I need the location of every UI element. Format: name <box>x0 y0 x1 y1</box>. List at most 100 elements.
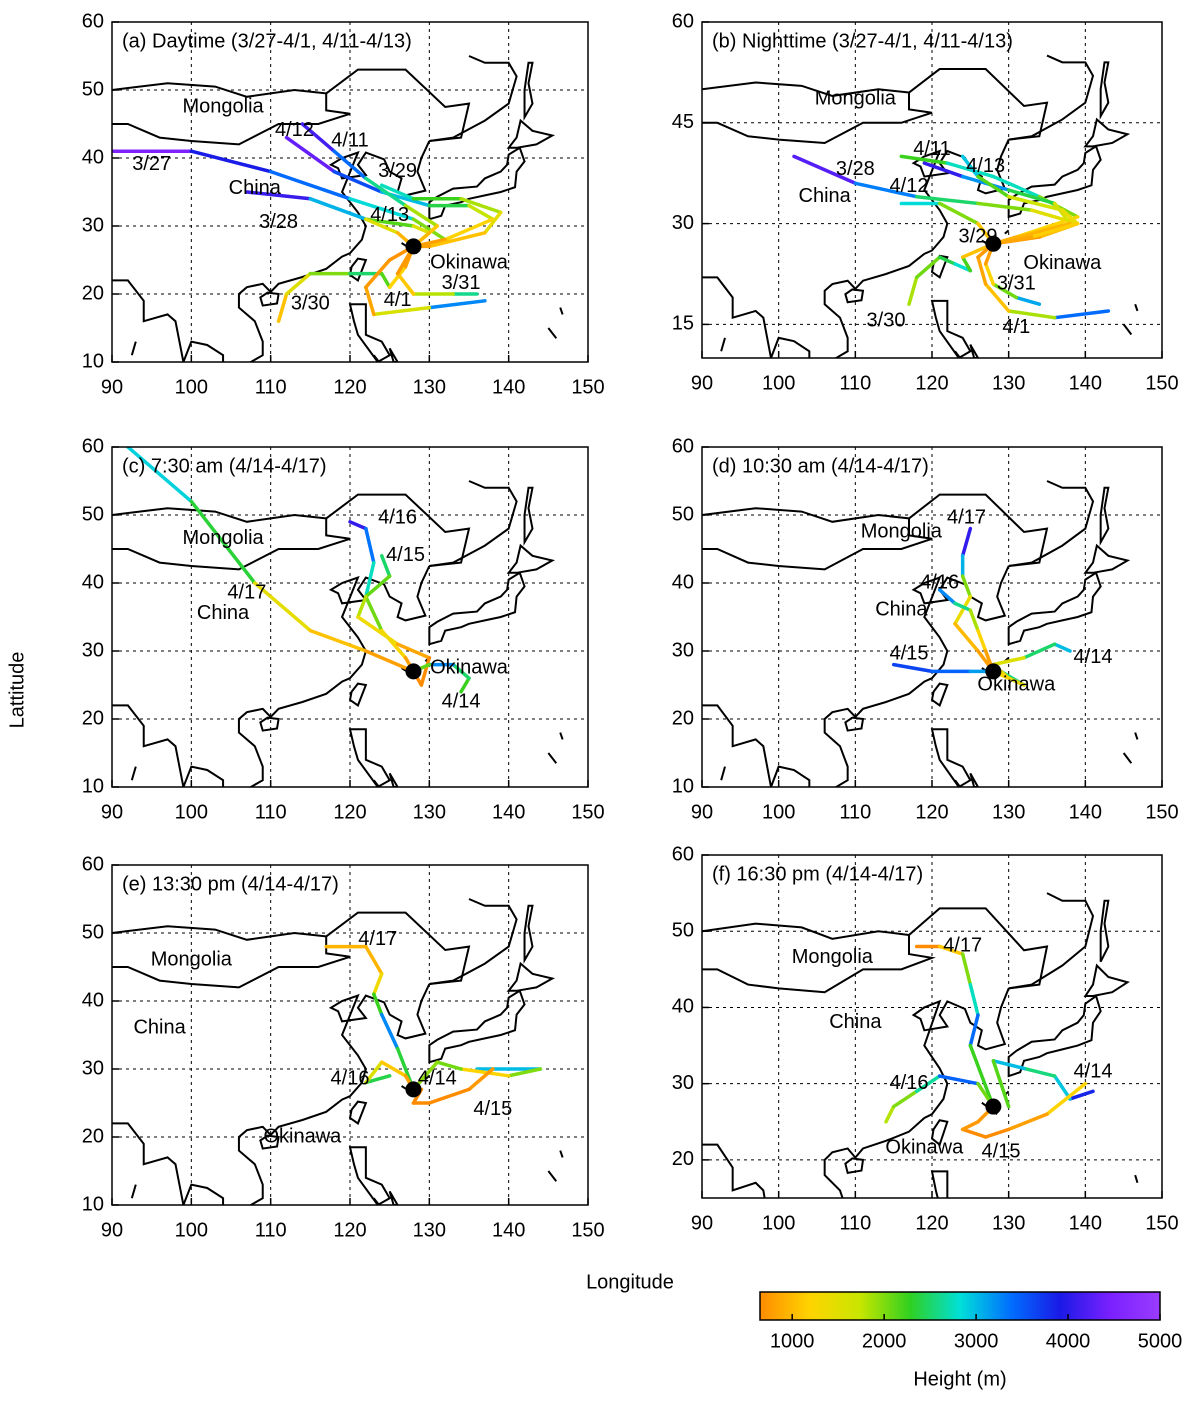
trajectory-segment <box>907 275 919 306</box>
trajectory-segment <box>1029 221 1080 239</box>
trajectory-segment <box>379 183 416 201</box>
trajectory-segment <box>483 210 503 235</box>
place-label: 4/11 <box>913 138 950 160</box>
place-label: 4/17 <box>947 507 986 529</box>
x-tick-label: 110 <box>255 376 287 398</box>
trajectory-segment <box>1014 295 1042 306</box>
trajectory-segment <box>953 601 973 612</box>
trajectory-segment <box>364 944 384 976</box>
y-tick-label: 10 <box>82 350 104 372</box>
trajectory-segment <box>945 161 996 179</box>
x-tick-label: 100 <box>762 1212 795 1234</box>
place-label: China <box>197 602 250 624</box>
trajectory-segment <box>268 169 352 201</box>
trajectory-segment <box>960 526 973 558</box>
place-label: 4/15 <box>890 643 929 665</box>
place-label: Okinawa <box>885 1137 964 1159</box>
trajectory-segment <box>364 217 416 228</box>
plot-frame <box>701 21 1163 359</box>
trajectory-segment <box>451 662 471 680</box>
trajectory-segment <box>189 499 257 585</box>
trajectory-segment <box>364 594 384 633</box>
place-label: 4/17 <box>227 581 266 603</box>
trajectory-segment <box>960 1127 988 1139</box>
trajectory-segment <box>891 662 934 674</box>
trajectory-segment <box>853 181 919 199</box>
x-tick-label: 150 <box>571 1219 604 1241</box>
trajectory-segment <box>937 201 980 226</box>
x-tick-label: 140 <box>492 1219 525 1241</box>
y-tick-label: 20 <box>82 282 104 304</box>
site-marker <box>985 1098 1002 1115</box>
place-label: 3/30 <box>867 309 906 331</box>
place-label: 4/15 <box>386 544 425 566</box>
trajectory-segment <box>953 622 980 653</box>
trajectory-segment <box>348 197 416 221</box>
trajectory-segment <box>968 982 980 1017</box>
site-marker <box>405 238 422 255</box>
trajectory-segment <box>427 1087 471 1105</box>
x-tick-label: 90 <box>691 1212 713 1234</box>
trajectory-segment <box>991 174 1042 199</box>
trajectory-segment <box>960 255 973 273</box>
map-panel <box>702 447 1162 787</box>
x-tick-label: 140 <box>1069 372 1102 394</box>
trajectory-segment <box>364 258 392 289</box>
trajectory-segment <box>419 656 432 687</box>
x-tick-label: 100 <box>762 372 795 394</box>
trajectory-segment <box>960 574 973 599</box>
y-tick-label: 10 <box>672 775 694 797</box>
place-label: 4/17 <box>358 928 397 950</box>
trajectory-segment <box>332 149 368 181</box>
trajectory-segment <box>960 1120 980 1132</box>
trajectory-segment <box>1052 309 1111 320</box>
y-axis-label: Lattitude <box>6 652 28 729</box>
y-tick-label: 60 <box>672 843 694 865</box>
trajectory-segment <box>991 656 1026 667</box>
map-panel <box>702 22 1162 365</box>
colorbar-tick-label: 3000 <box>954 1330 999 1352</box>
x-tick-label: 140 <box>1069 801 1102 823</box>
trajectory-segment <box>348 520 368 531</box>
trajectory-segment <box>364 1074 392 1085</box>
place-label: 3/29 <box>959 225 998 247</box>
trajectory-segment <box>364 1060 384 1085</box>
trajectory-segment <box>379 1060 408 1078</box>
trajectory-segment <box>189 149 273 174</box>
trajectory-segment <box>308 628 368 653</box>
x-tick-label: 120 <box>915 372 948 394</box>
trajectory-segment <box>356 615 400 646</box>
trajectory-segment <box>300 122 336 153</box>
site-marker <box>405 663 422 680</box>
y-tick-label: 30 <box>672 212 694 234</box>
place-label: China <box>875 598 928 620</box>
x-tick-label: 90 <box>691 801 713 823</box>
x-tick-label: 120 <box>333 801 366 823</box>
trajectory-segment <box>891 1089 919 1109</box>
trajectory-segment <box>983 1127 1011 1139</box>
trajectory-segment <box>364 560 376 599</box>
place-label: 4/16 <box>920 571 959 593</box>
trajectory-segment <box>1060 208 1080 226</box>
colorbar <box>759 1291 1161 1321</box>
trajectory-segment <box>379 271 392 289</box>
trajectory-segment <box>379 1012 400 1051</box>
x-tick-label: 110 <box>839 801 871 823</box>
x-tick-label: 100 <box>762 801 795 823</box>
x-tick-label: 130 <box>992 1212 1025 1234</box>
trajectory-segment <box>253 581 313 633</box>
trajectory-segment <box>435 1060 463 1071</box>
coastline <box>702 56 1137 365</box>
place-label: 4/13 <box>966 155 1005 177</box>
place-label: 3/28 <box>259 211 298 233</box>
place-label: 4/16 <box>890 1072 929 1094</box>
trajectory-segment <box>1052 642 1072 653</box>
y-tick-label: 20 <box>82 707 104 729</box>
trajectory-segment <box>1022 1066 1057 1078</box>
panel-title: (f) 16:30 pm (4/14-4/17) <box>712 863 923 885</box>
x-tick-label: 120 <box>333 1219 366 1241</box>
x-tick-label: 150 <box>1145 1212 1178 1234</box>
y-tick-label: 20 <box>672 1148 694 1170</box>
place-label: 4/16 <box>331 1067 370 1089</box>
x-tick-label: 110 <box>839 1212 871 1234</box>
